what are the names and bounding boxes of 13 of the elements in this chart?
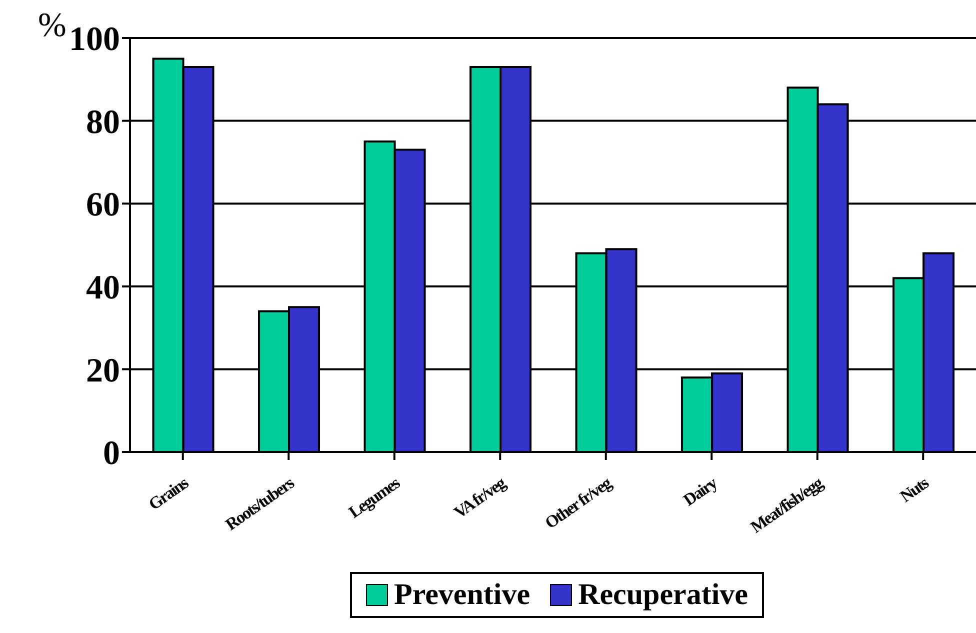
legend-label: Recuperative bbox=[577, 578, 748, 612]
legend-label: Preventive bbox=[393, 578, 530, 612]
y-tick-label: 80 bbox=[86, 104, 120, 141]
x-tick-label: Nuts bbox=[896, 472, 933, 506]
y-tick-label: 60 bbox=[86, 186, 120, 224]
y-axis-title: % bbox=[38, 7, 66, 44]
x-tick-label: VA fr/veg bbox=[450, 472, 510, 522]
y-tick-label: 0 bbox=[103, 435, 120, 472]
y-tick-label: 40 bbox=[86, 269, 120, 306]
x-tick-label: Dairy bbox=[680, 472, 722, 510]
y-tick-label: 20 bbox=[86, 352, 120, 390]
x-tick-label: Other fr/veg bbox=[541, 472, 616, 533]
y-tick-label: 100 bbox=[69, 21, 120, 58]
